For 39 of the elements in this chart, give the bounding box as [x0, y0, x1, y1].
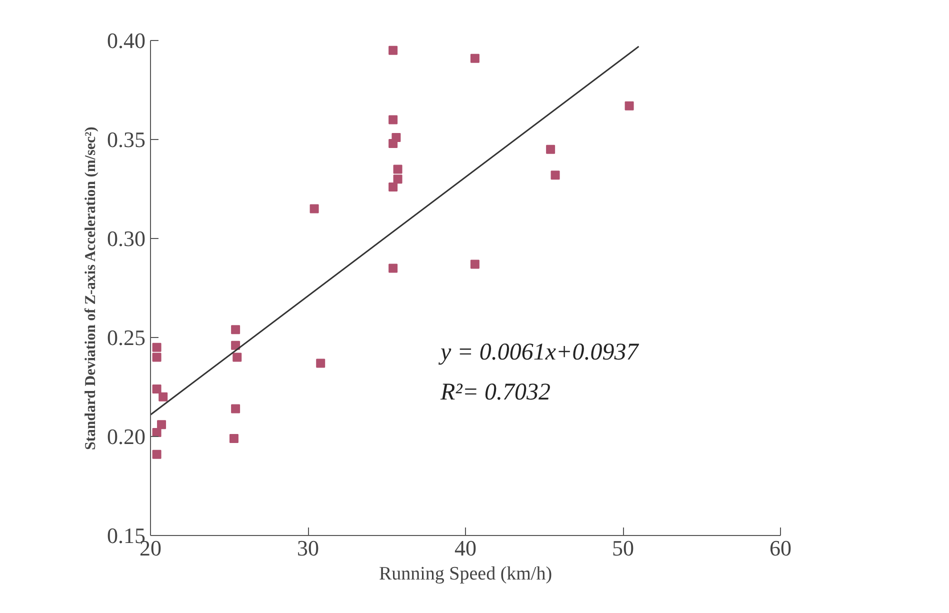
point [388, 46, 398, 55]
point [470, 260, 480, 269]
point [158, 392, 168, 402]
x-tick-label: 30 [297, 536, 319, 560]
point [152, 428, 162, 438]
x-tick-label: 60 [770, 536, 792, 560]
x-axis-title: Running Speed (km/h) [378, 564, 552, 584]
y-axis-title: Standard Deviation of Z-axis Acceleration (m/sec²) [83, 126, 99, 450]
point [624, 101, 634, 110]
point [316, 358, 326, 368]
point [470, 54, 480, 63]
annotation: R²= 0.7032 [440, 380, 551, 406]
point [232, 352, 242, 362]
point [231, 340, 240, 350]
annotation: y = 0.0061x+0.0937 [438, 340, 640, 366]
point [546, 144, 556, 154]
y-tick-label: 0.20 [107, 424, 146, 449]
point [388, 115, 398, 124]
point [550, 170, 560, 180]
point [152, 342, 162, 352]
point [310, 204, 319, 214]
x-tick-label: 50 [612, 536, 634, 560]
point [388, 264, 398, 273]
y-tick-label: 0.30 [107, 226, 146, 251]
y-tick-label: 0.40 [107, 28, 146, 53]
y-tick-label: 0.25 [107, 325, 146, 350]
y-tick-label: 0.35 [107, 127, 146, 152]
point [229, 434, 238, 443]
point [231, 325, 240, 334]
point [388, 138, 398, 148]
point [231, 404, 240, 414]
point [157, 420, 166, 430]
x-tick-label: 40 [454, 536, 476, 560]
point [388, 182, 398, 192]
point [393, 174, 402, 184]
point [152, 352, 162, 362]
point [393, 164, 402, 174]
point [152, 450, 162, 459]
point [152, 384, 162, 394]
